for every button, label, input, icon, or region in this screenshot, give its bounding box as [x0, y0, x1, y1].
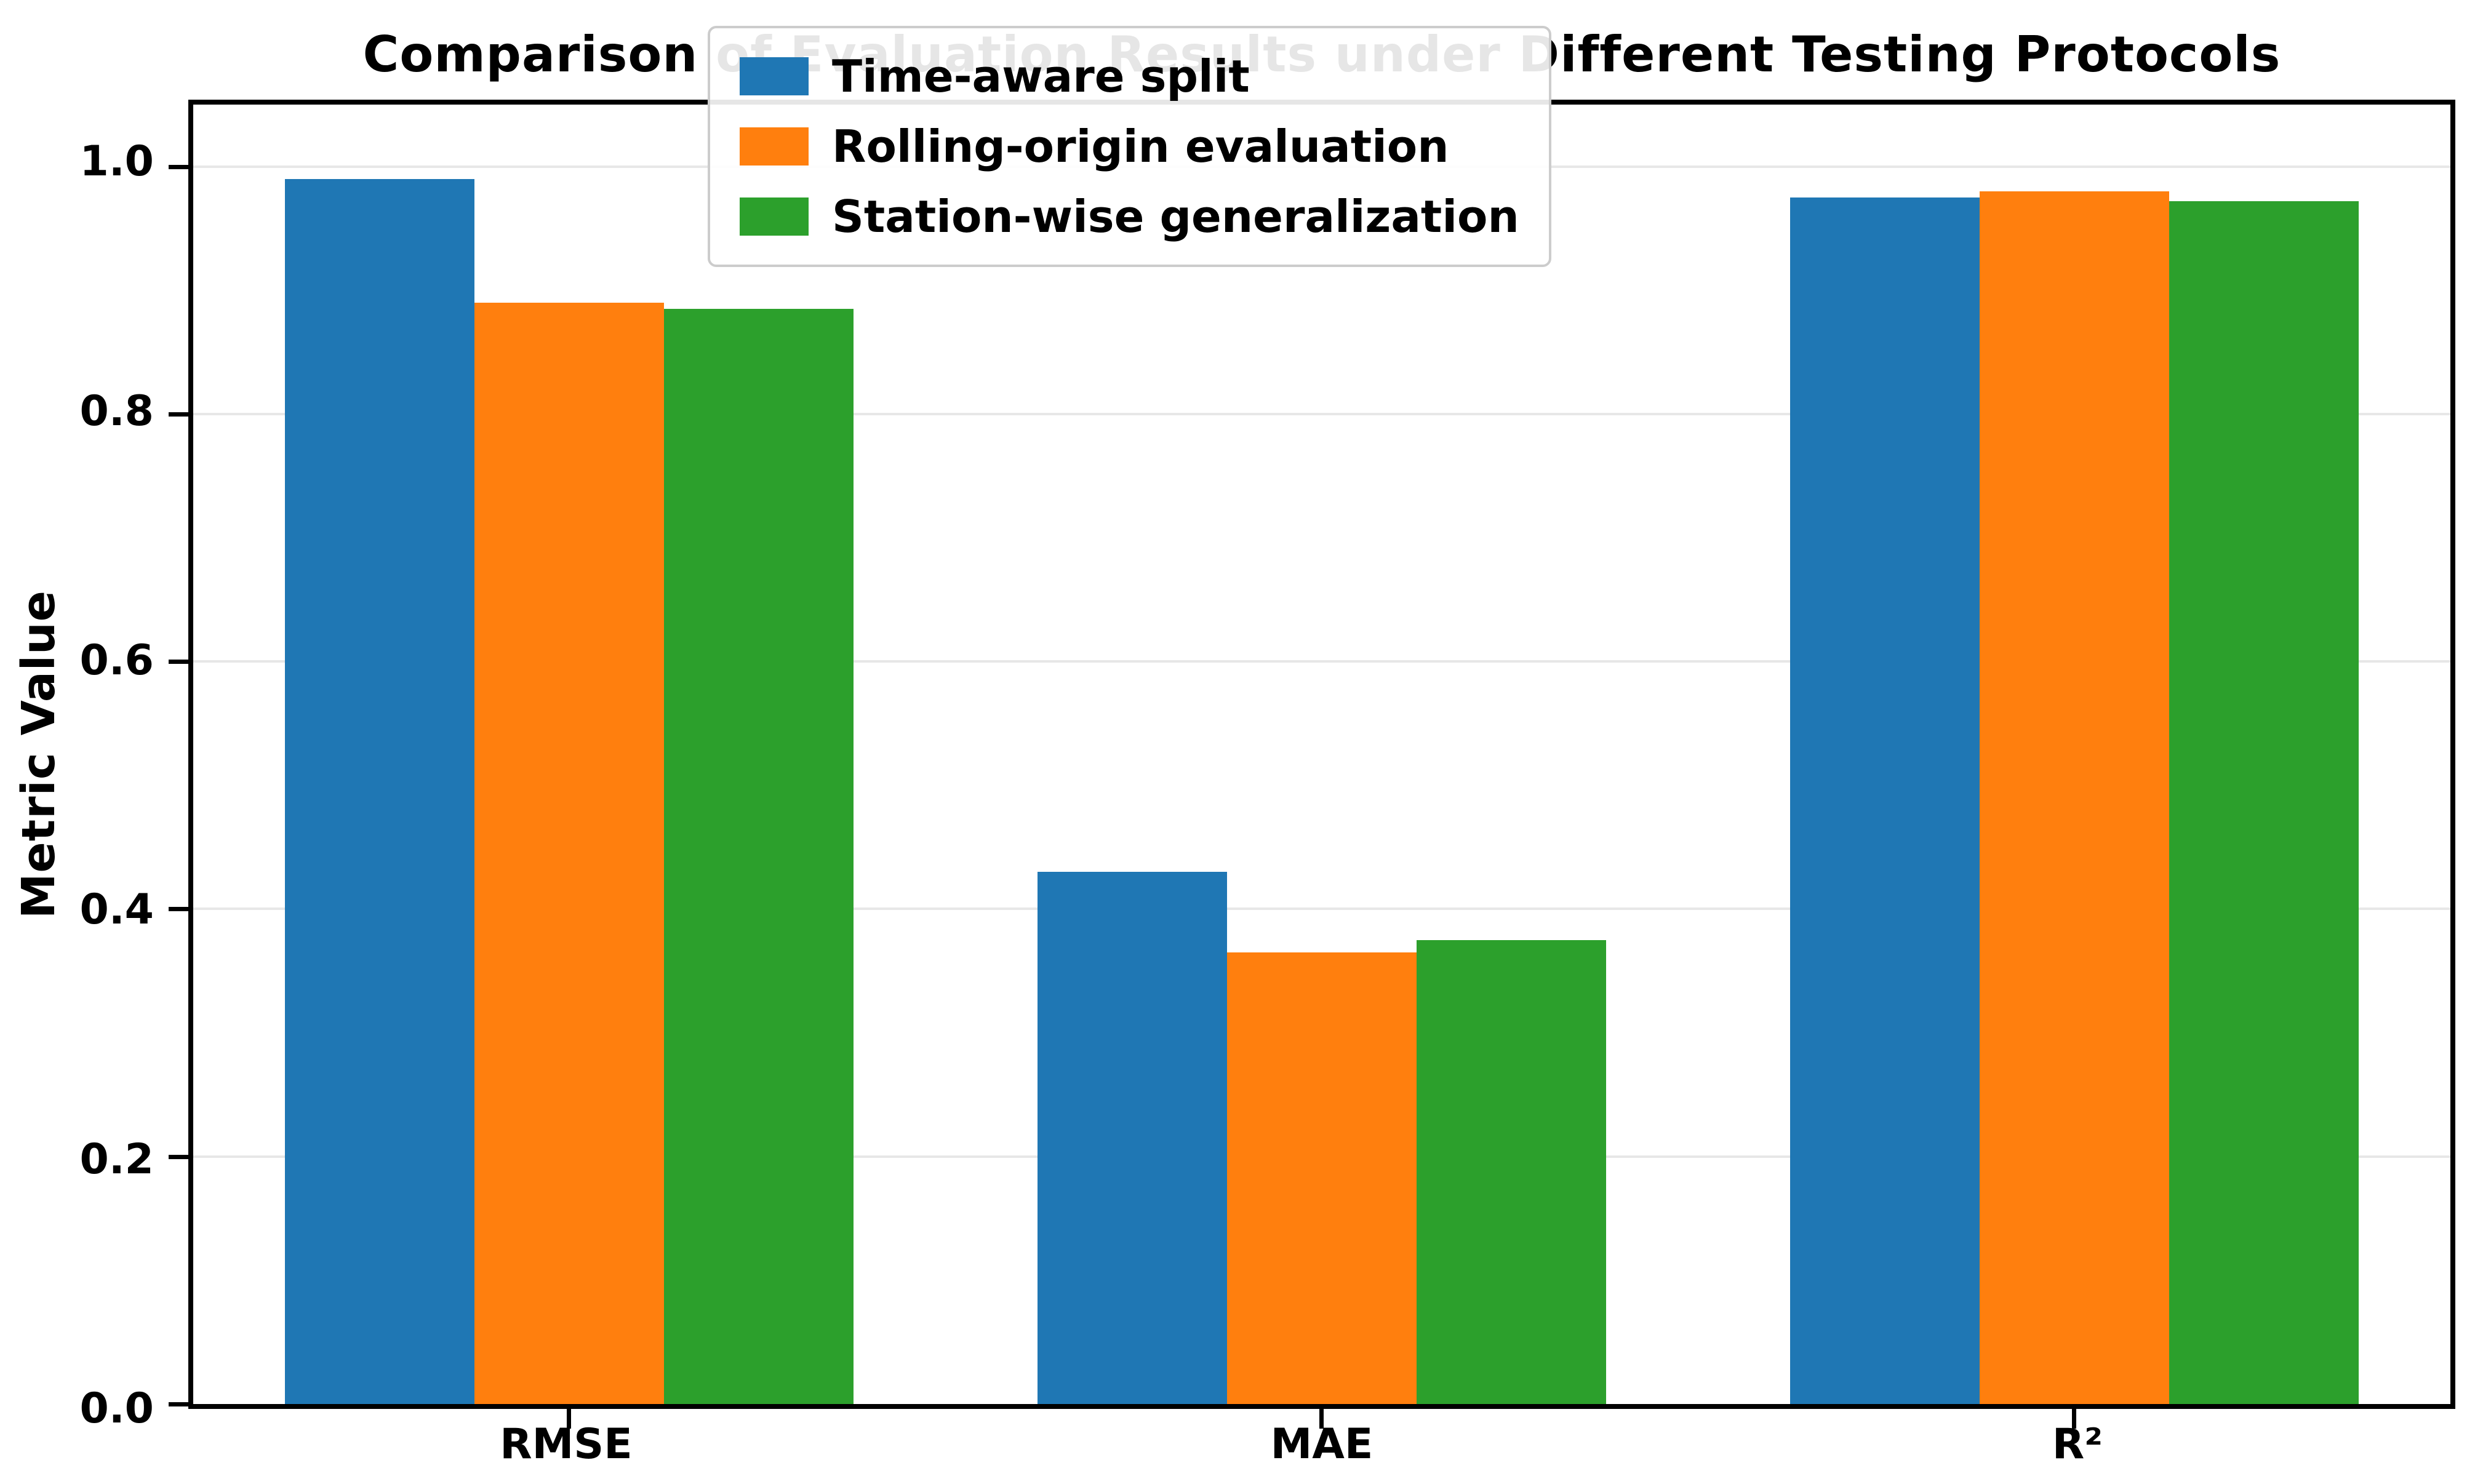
bar-group-mae — [946, 105, 1698, 1404]
legend-label: Station-wise generalization — [832, 191, 1519, 242]
legend-entry: Rolling-origin evaluation — [740, 121, 1519, 172]
y-tick-mark — [169, 660, 188, 664]
legend: Time-aware split Rolling-origin evaluatio… — [708, 26, 1551, 267]
gridline — [193, 412, 2450, 415]
bar-group-rmse — [193, 105, 946, 1404]
bar — [285, 178, 475, 1404]
legend-swatch-icon — [740, 127, 809, 166]
y-tick-label: 0.0 — [79, 1384, 154, 1433]
legend-label: Rolling-origin evaluation — [832, 121, 1449, 172]
x-tick-label: RMSE — [500, 1420, 633, 1469]
plot-area — [169, 100, 2455, 1429]
x-tick-mark — [567, 1409, 572, 1429]
bar — [1979, 191, 2169, 1404]
x-axis-ticks: RMSE MAE R² — [188, 1420, 2455, 1469]
y-tick-label: 0.6 — [79, 636, 154, 685]
bar — [1038, 872, 1227, 1404]
bar — [1227, 952, 1417, 1404]
x-tick-mark — [1319, 1409, 1324, 1429]
legend-swatch-icon — [740, 57, 809, 95]
y-axis-ticks: 0.0 0.2 0.4 0.6 0.8 1.0 — [0, 100, 154, 1430]
bar — [1789, 197, 1980, 1404]
y-tick-mark — [169, 907, 188, 912]
legend-entry: Station-wise generalization — [740, 191, 1519, 242]
y-tick-label: 0.4 — [79, 885, 154, 935]
bars — [193, 105, 2450, 1404]
y-tick-mark — [169, 1154, 188, 1159]
y-tick-label: 1.0 — [79, 137, 154, 186]
bar — [474, 302, 665, 1404]
bar — [1417, 939, 1606, 1404]
bar — [664, 308, 854, 1404]
legend-label: Time-aware split — [832, 50, 1250, 102]
y-tick-label: 0.8 — [79, 386, 154, 436]
legend-swatch-icon — [740, 197, 809, 236]
gridline — [193, 660, 2450, 663]
x-tick-mark — [2071, 1409, 2076, 1429]
x-tick-label: R² — [2052, 1420, 2103, 1469]
y-tick-mark — [169, 164, 188, 169]
y-tick-mark — [169, 412, 188, 417]
y-tick-label: 0.2 — [79, 1135, 154, 1184]
gridline — [193, 908, 2450, 911]
y-tick-mark — [169, 1402, 188, 1406]
bar — [2169, 201, 2359, 1404]
legend-entry: Time-aware split — [740, 50, 1519, 102]
bar-group-r- — [1698, 105, 2450, 1404]
